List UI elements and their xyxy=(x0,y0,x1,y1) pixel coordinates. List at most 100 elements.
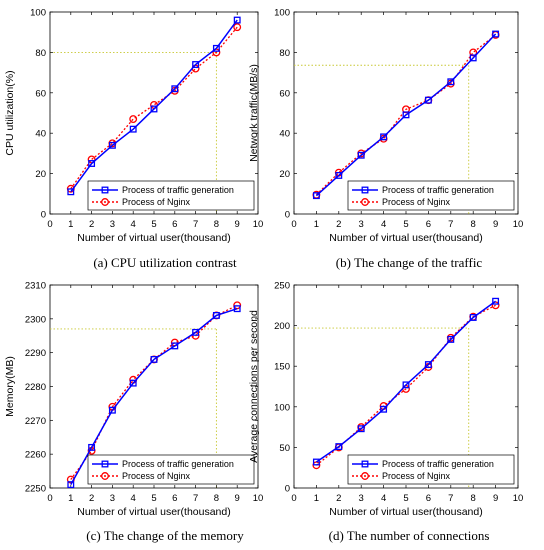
y-tick-label-a: 80 xyxy=(35,48,46,59)
chart-panel-a: (a) CPU utilization contrast 0 1 2 3 4 5 6 7 8 9 1… xyxy=(4,8,263,271)
legend-box-c xyxy=(87,454,255,485)
data-point-traffic-generation-c xyxy=(192,328,200,336)
legend-label-a: Process of Nginx xyxy=(122,197,191,207)
data-point-traffic-generation-c xyxy=(129,379,137,387)
y-tick-label-d: 200 xyxy=(274,321,290,332)
y-tick-label-c: 2250 xyxy=(25,484,46,495)
legend-label-d: Process of traffic generation xyxy=(382,459,494,469)
y-axis-label-a: CPU utilization(%) xyxy=(4,70,16,155)
series-line-nginx-c xyxy=(70,304,238,480)
x-tick-label-d: 5 xyxy=(403,493,408,504)
y-axis-label-d: Average connections per second xyxy=(248,310,260,463)
legend-box-a xyxy=(87,180,255,211)
x-tick-label-c: 9 xyxy=(235,493,240,504)
x-tick-label-a: 10 xyxy=(253,219,264,230)
x-tick-label-d: 1 xyxy=(314,493,319,504)
data-point-traffic-generation-d xyxy=(492,297,500,305)
x-tick-label-c: 8 xyxy=(214,493,219,504)
data-point-traffic-generation-d xyxy=(335,443,343,451)
x-tick-label-d: 0 xyxy=(291,493,296,504)
legend-label-a: Process of traffic generation xyxy=(122,185,234,195)
x-tick-label-d: 9 xyxy=(493,493,498,504)
legend-swatch-marker-c xyxy=(101,472,109,480)
data-point-traffic-generation-b xyxy=(312,192,320,200)
x-tick-label-c: 1 xyxy=(68,493,73,504)
data-point-traffic-generation-b xyxy=(335,171,343,179)
data-point-traffic-generation-b xyxy=(447,78,455,86)
y-tick-label-a: 20 xyxy=(35,169,46,180)
y-tick-label-d: 250 xyxy=(274,281,290,292)
x-tick-label-a: 5 xyxy=(151,219,156,230)
data-point-traffic-generation-b xyxy=(357,151,365,159)
series-line-nginx-b xyxy=(315,34,496,196)
legend-swatch-marker-a xyxy=(101,198,109,206)
data-point-traffic-generation-d xyxy=(402,381,410,389)
x-tick-label-b: 9 xyxy=(493,219,498,230)
x-tick-label-b: 10 xyxy=(513,219,524,230)
x-tick-label-a: 2 xyxy=(89,219,94,230)
legend-box-b xyxy=(347,180,515,211)
chart-caption-a: (a) CPU utilization contrast xyxy=(93,255,237,270)
x-tick-label-a: 3 xyxy=(110,219,115,230)
x-tick-label-d: 10 xyxy=(513,493,524,504)
x-tick-label-b: 0 xyxy=(291,219,296,230)
x-tick-label-b: 5 xyxy=(403,219,408,230)
x-tick-label-b: 8 xyxy=(471,219,476,230)
data-point-traffic-generation-b xyxy=(469,54,477,62)
x-tick-label-c: 5 xyxy=(151,493,156,504)
y-tick-label-a: 40 xyxy=(35,129,46,140)
chart-panel-c: (c) The change of the memory 0 1 2 3 4 5 6 7 8 9 1… xyxy=(4,281,263,544)
y-axis-label-b: Network traffic(MB/s) xyxy=(248,64,260,162)
series-line-traffic-generation-c xyxy=(70,307,238,485)
x-tick-label-b: 2 xyxy=(336,219,341,230)
data-point-traffic-generation-a xyxy=(233,16,241,24)
data-point-traffic-generation-d xyxy=(424,361,432,369)
data-point-traffic-generation-b xyxy=(402,111,410,119)
x-tick-label-c: 10 xyxy=(253,493,264,504)
data-point-traffic-generation-b xyxy=(424,96,432,104)
y-tick-label-c: 2290 xyxy=(25,348,46,359)
x-tick-label-c: 0 xyxy=(47,493,52,504)
x-tick-label-a: 9 xyxy=(235,219,240,230)
series-line-nginx-d xyxy=(315,304,496,466)
x-tick-label-b: 4 xyxy=(381,219,386,230)
data-point-traffic-generation-d xyxy=(380,405,388,413)
legend-label-b: Process of traffic generation xyxy=(382,185,494,195)
x-tick-label-a: 6 xyxy=(172,219,177,230)
legend-swatch-marker-b xyxy=(361,198,369,206)
legend-label-b: Process of Nginx xyxy=(382,197,451,207)
chart-caption-c: (c) The change of the memory xyxy=(86,528,244,543)
x-tick-label-b: 6 xyxy=(426,219,431,230)
data-point-traffic-generation-a xyxy=(212,44,220,52)
x-tick-label-a: 0 xyxy=(47,219,52,230)
y-tick-label-c: 2260 xyxy=(25,450,46,461)
data-point-traffic-generation-a xyxy=(67,188,75,196)
x-tick-label-a: 4 xyxy=(131,219,136,230)
x-tick-label-c: 7 xyxy=(193,493,198,504)
data-point-traffic-generation-c xyxy=(88,443,96,451)
y-tick-label-a: 100 xyxy=(30,8,46,19)
legend-swatch-marker-d xyxy=(361,460,369,468)
data-point-traffic-generation-c xyxy=(171,342,179,350)
legend-label-c: Process of traffic generation xyxy=(122,459,234,469)
y-tick-label-b: 100 xyxy=(274,8,290,19)
data-point-traffic-generation-c xyxy=(108,406,116,414)
data-point-traffic-generation-a xyxy=(88,160,96,167)
data-point-traffic-generation-a xyxy=(150,105,158,113)
data-point-traffic-generation-c xyxy=(233,305,241,313)
legend-label-c: Process of Nginx xyxy=(122,471,191,481)
x-axis-label-c: Number of virtual user(thousand) xyxy=(77,506,231,518)
data-point-traffic-generation-d xyxy=(312,458,320,466)
x-tick-label-b: 3 xyxy=(359,219,364,230)
x-tick-label-d: 7 xyxy=(448,493,453,504)
y-axis-label-c: Memory(MB) xyxy=(4,356,16,417)
x-tick-label-d: 4 xyxy=(381,493,386,504)
y-tick-label-b: 60 xyxy=(279,88,290,99)
data-point-traffic-generation-c xyxy=(212,311,220,319)
data-point-traffic-generation-d xyxy=(357,425,365,433)
x-tick-label-a: 1 xyxy=(68,219,73,230)
chart-panel-b: (b) The change of the traffic 0 1 2 3 4 5 6 7 8 9… xyxy=(248,8,523,271)
x-axis-label-b: Number of virtual user(thousand) xyxy=(329,232,483,244)
y-tick-label-a: 0 xyxy=(41,210,46,221)
